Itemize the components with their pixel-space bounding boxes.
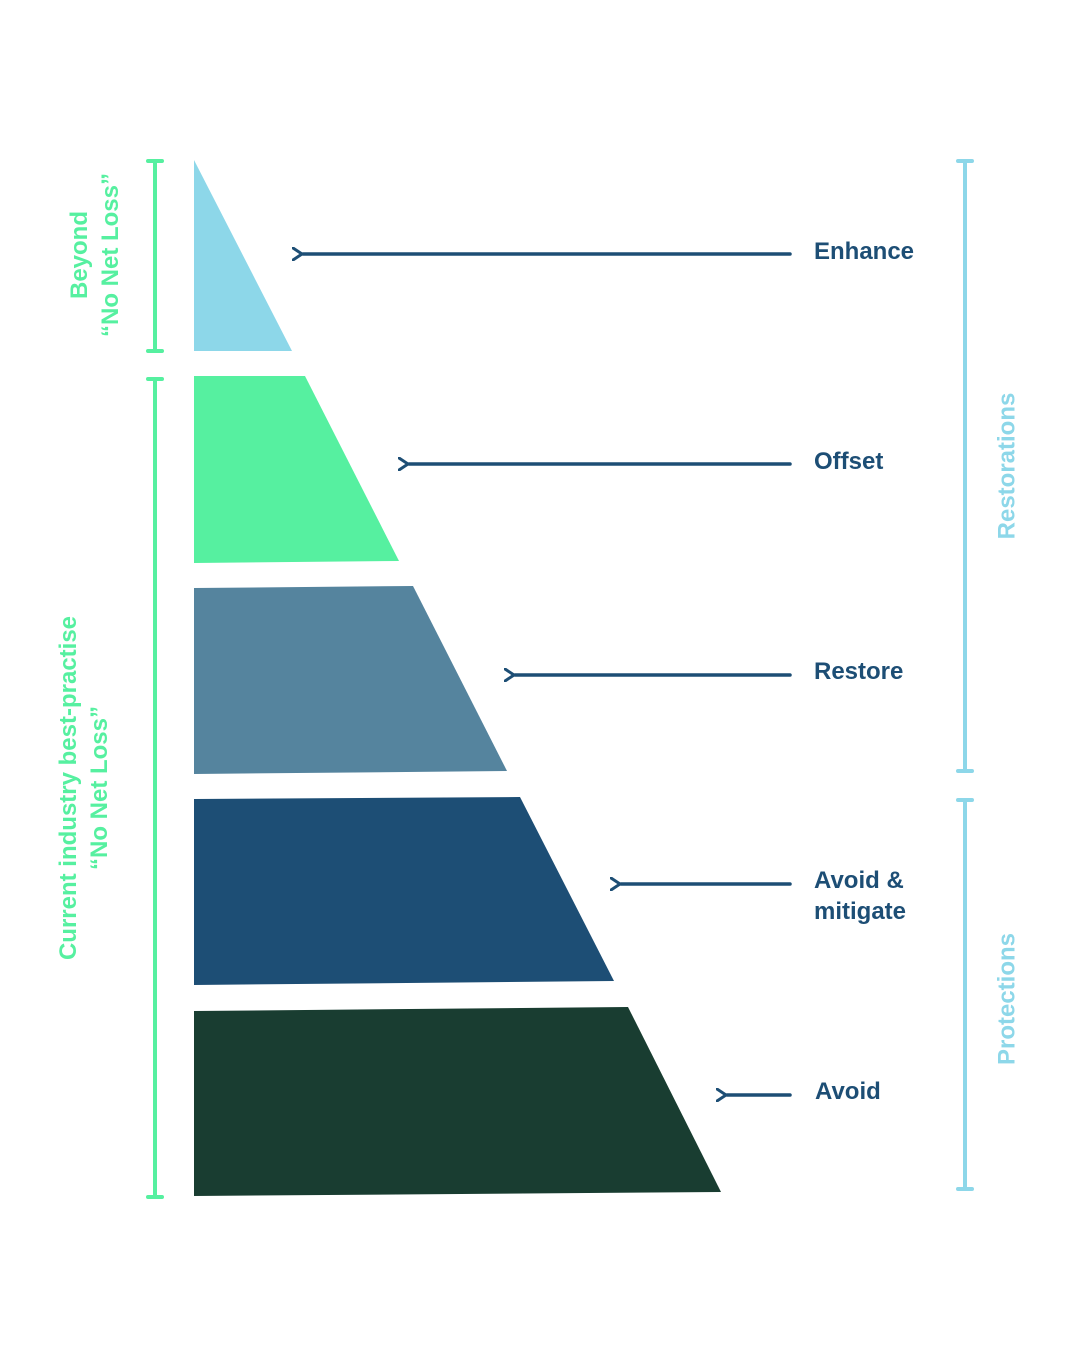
tier-offset [194,376,399,563]
tier-avoid [194,1007,721,1196]
bracket-protections [956,798,974,1191]
label-offset: Offset [814,448,884,475]
tier-restore [194,586,507,774]
label-restore: Restore [814,658,904,685]
group-label-beyond: Beyond “No Net Loss” [66,172,124,338]
tier-enhance [194,160,292,351]
bracket-beyond [146,159,164,353]
label-avoid: Avoid [815,1078,881,1105]
label-avoid-mitigate: Avoid & mitigate [814,867,907,925]
tier-avoid-mitigate [194,797,614,985]
bracket-restorations [956,159,974,773]
group-label-protections: Protections [993,932,1021,1066]
group-label-current-practise: Current industry best-practise “No Net L… [55,615,113,961]
bracket-current-practise [146,377,164,1199]
label-enhance: Enhance [814,238,915,265]
group-label-restorations: Restorations [993,392,1021,540]
